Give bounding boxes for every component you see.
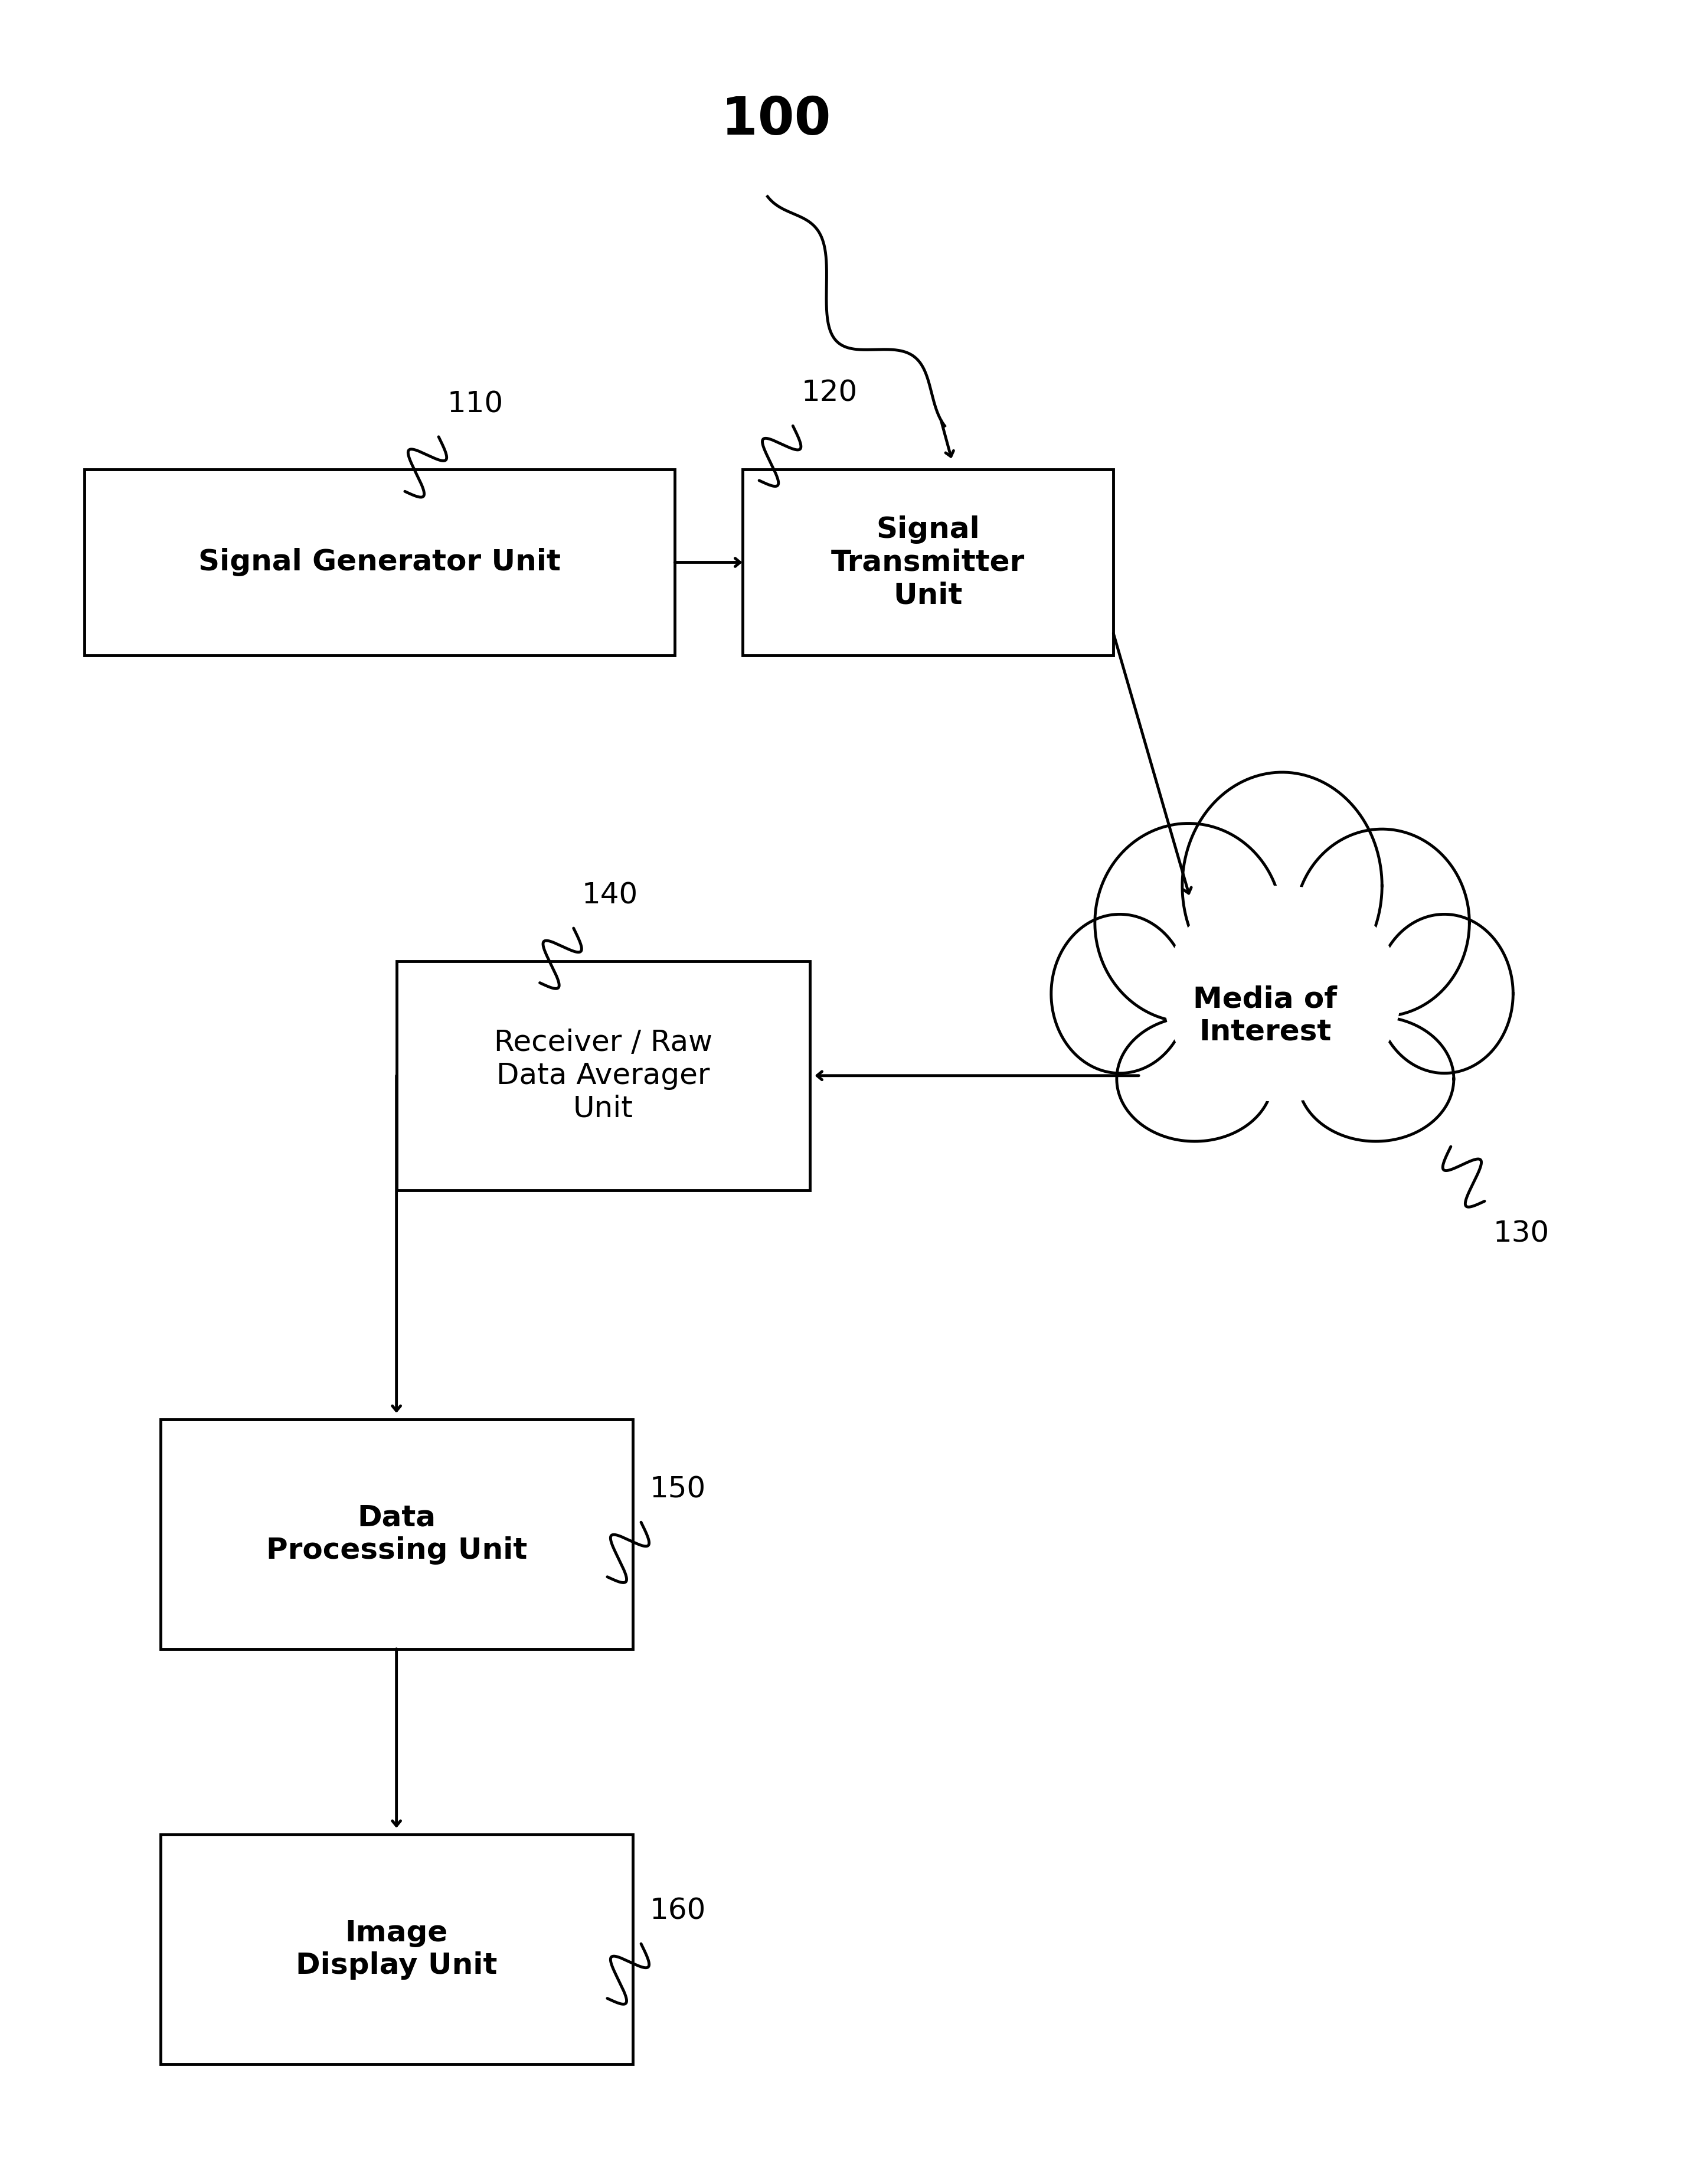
- Text: Signal
Transmitter
Unit: Signal Transmitter Unit: [832, 515, 1024, 609]
- Polygon shape: [1297, 1016, 1454, 1142]
- Polygon shape: [1117, 1016, 1272, 1142]
- Text: 130: 130: [1493, 1221, 1549, 1247]
- Text: 110: 110: [447, 391, 503, 417]
- FancyBboxPatch shape: [84, 470, 675, 655]
- Polygon shape: [1294, 830, 1469, 1016]
- Polygon shape: [1051, 915, 1188, 1072]
- FancyBboxPatch shape: [160, 1835, 633, 2064]
- Polygon shape: [1164, 887, 1400, 1101]
- Text: Receiver / Raw
Data Averager
Unit: Receiver / Raw Data Averager Unit: [494, 1029, 712, 1123]
- Text: 140: 140: [582, 882, 638, 909]
- Text: Data
Processing Unit: Data Processing Unit: [267, 1503, 526, 1566]
- Text: 160: 160: [649, 1898, 705, 1924]
- FancyBboxPatch shape: [396, 961, 810, 1190]
- Polygon shape: [1183, 773, 1382, 1000]
- FancyBboxPatch shape: [160, 1420, 633, 1649]
- Polygon shape: [1377, 915, 1513, 1072]
- FancyBboxPatch shape: [742, 470, 1113, 655]
- Text: Image
Display Unit: Image Display Unit: [295, 1918, 498, 1981]
- Text: Media of
Interest: Media of Interest: [1193, 985, 1338, 1046]
- Polygon shape: [1095, 823, 1282, 1022]
- Text: 120: 120: [801, 380, 857, 406]
- Text: 100: 100: [722, 94, 830, 146]
- Text: 150: 150: [649, 1476, 705, 1503]
- Text: Signal Generator Unit: Signal Generator Unit: [199, 548, 560, 577]
